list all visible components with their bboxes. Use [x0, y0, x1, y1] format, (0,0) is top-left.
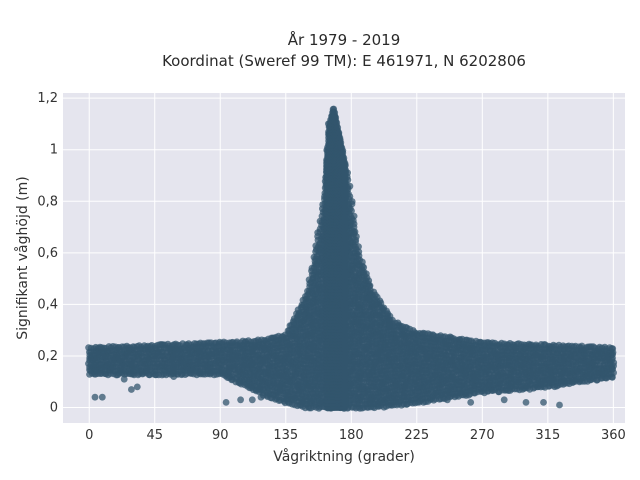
data-point [355, 243, 362, 251]
data-point [366, 282, 374, 289]
data-point [363, 270, 370, 278]
data-point [609, 345, 617, 353]
data-point [355, 252, 363, 260]
data-point [350, 212, 358, 220]
chart-subtitle: Koordinat (Sweref 99 TM): E 461971, N 62… [162, 52, 526, 70]
data-point [351, 228, 359, 236]
data-point [348, 198, 356, 205]
data-points [85, 105, 618, 412]
chart-title: År 1979 - 2019 [288, 30, 401, 49]
data-point [360, 264, 368, 271]
